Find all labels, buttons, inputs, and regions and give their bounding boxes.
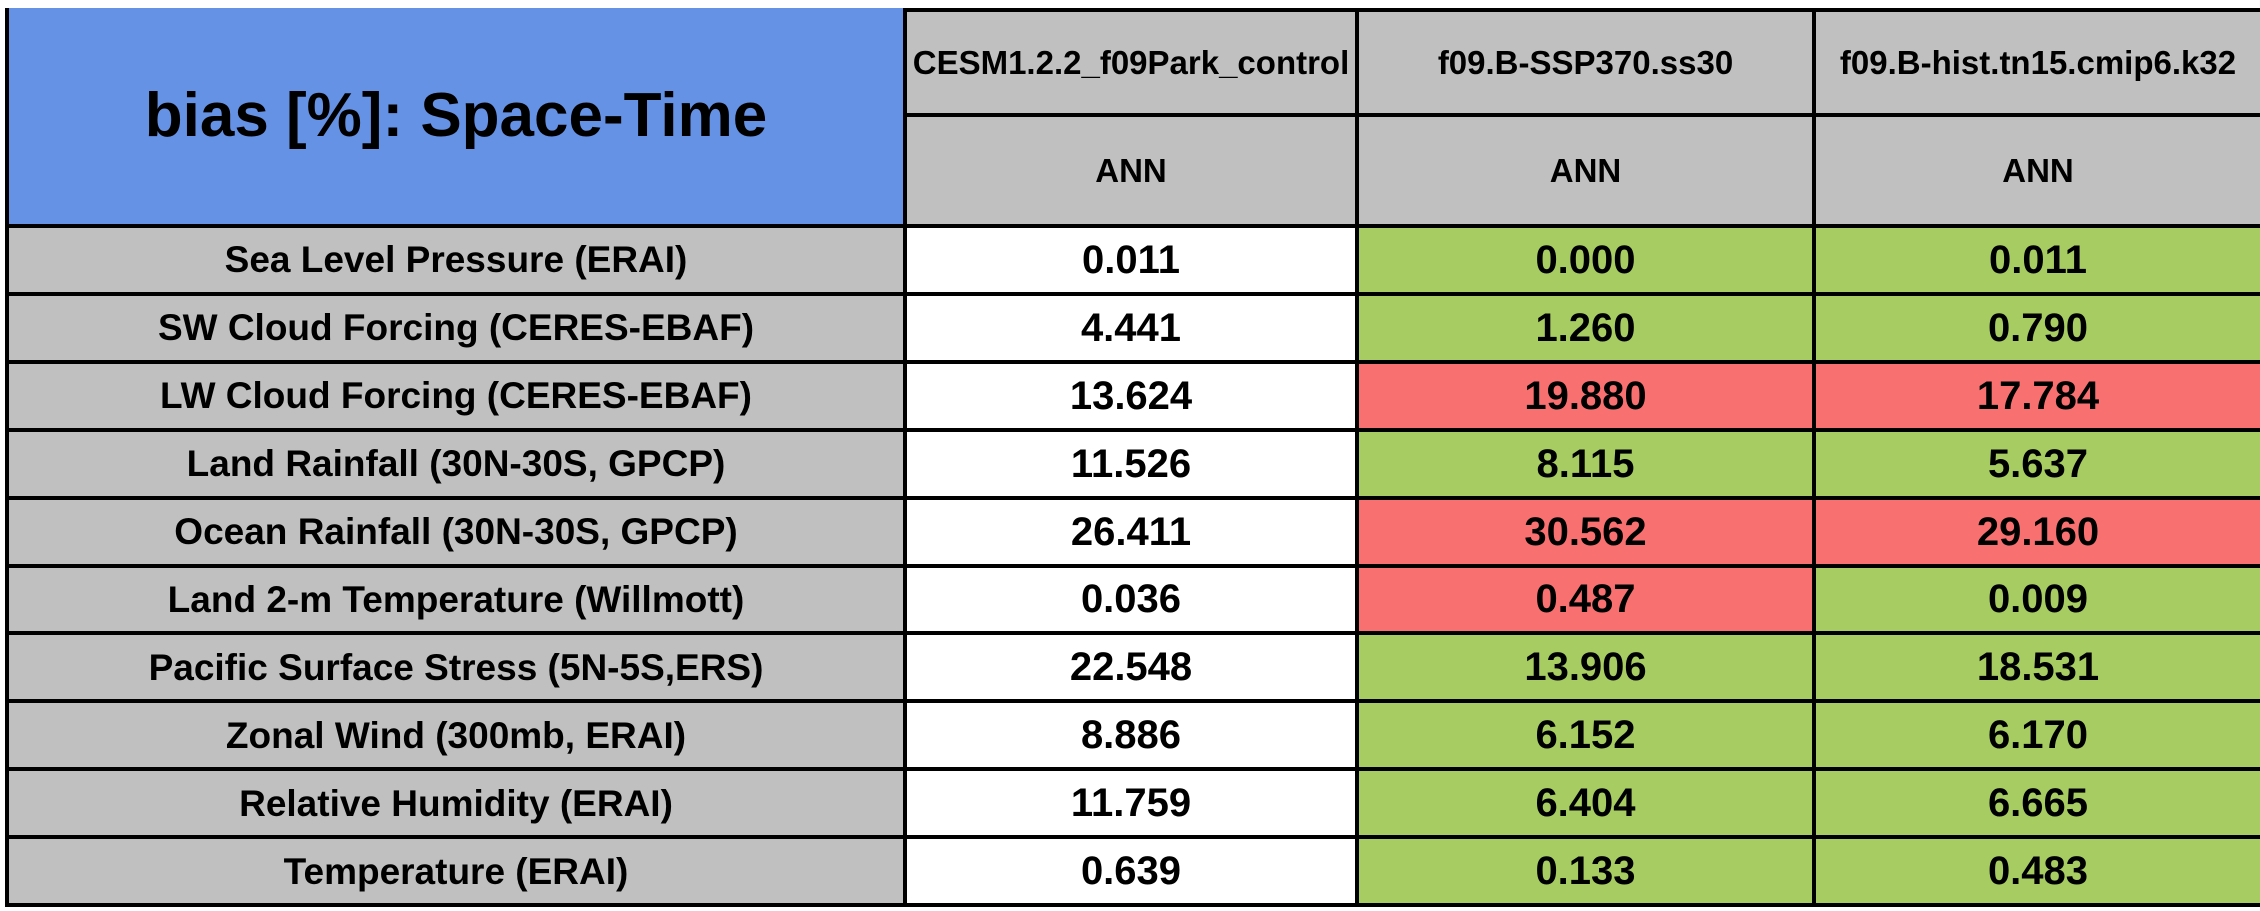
column-header-model-3: f09.B-hist.tn15.cmip6.k32: [1816, 8, 2260, 117]
value-cell: 11.759: [907, 771, 1359, 840]
season-subheader-3-label: ANN: [2002, 152, 2074, 189]
season-subheader-1: ANN: [907, 117, 1359, 228]
season-subheader-2-label: ANN: [1549, 152, 1622, 189]
row-label: Ocean Rainfall (30N-30S, GPCP): [9, 499, 907, 568]
value-cell: 6.170: [1816, 703, 2260, 772]
value-cell: 0.639: [907, 839, 1359, 907]
column-header-model-1: CESM1.2.2_f09Park_control: [907, 8, 1359, 117]
season-subheader-3: ANN: [1816, 117, 2260, 228]
value-cell: 0.009: [1816, 567, 2260, 636]
value-cell: 0.133: [1359, 839, 1816, 907]
value-cell: 0.000: [1359, 228, 1816, 296]
table-title-cell: bias [%]: Space-Time: [9, 8, 907, 228]
row-label: LW Cloud Forcing (CERES-EBAF): [9, 363, 907, 432]
value-cell: 0.487: [1359, 567, 1816, 636]
value-cell: 6.404: [1359, 771, 1816, 840]
value-cell: 8.886: [907, 703, 1359, 772]
value-cell: 0.483: [1816, 839, 2260, 907]
value-cell: 13.624: [907, 363, 1359, 432]
value-cell: 0.011: [1816, 228, 2260, 296]
value-cell: 5.637: [1816, 431, 2260, 500]
row-label: Relative Humidity (ERAI): [9, 771, 907, 840]
column-header-model-2-label: f09.B-SSP370.ss30: [1437, 44, 1734, 81]
column-header-model-3-label: f09.B-hist.tn15.cmip6.k32: [1839, 44, 2237, 81]
season-subheader-2: ANN: [1359, 117, 1816, 228]
value-cell: 6.152: [1359, 703, 1816, 772]
value-cell: 26.411: [907, 499, 1359, 568]
value-cell: 11.526: [907, 431, 1359, 500]
season-subheader-1-label: ANN: [1095, 152, 1167, 189]
value-cell: 0.011: [907, 228, 1359, 296]
value-cell: 22.548: [907, 635, 1359, 704]
row-label: Land 2-m Temperature (Willmott): [9, 567, 907, 636]
value-cell: 0.790: [1816, 295, 2260, 364]
row-label: Land Rainfall (30N-30S, GPCP): [9, 431, 907, 500]
row-label: Pacific Surface Stress (5N-5S,ERS): [9, 635, 907, 704]
row-label: Temperature (ERAI): [9, 839, 907, 907]
value-cell: 6.665: [1816, 771, 2260, 840]
row-label: Zonal Wind (300mb, ERAI): [9, 703, 907, 772]
value-cell: 29.160: [1816, 499, 2260, 568]
value-cell: 4.441: [907, 295, 1359, 364]
value-cell: 18.531: [1816, 635, 2260, 704]
value-cell: 13.906: [1359, 635, 1816, 704]
value-cell: 17.784: [1816, 363, 2260, 432]
row-label: Sea Level Pressure (ERAI): [9, 228, 907, 296]
page-title: bias [%]: Space-Time: [144, 81, 768, 150]
value-cell: 0.036: [907, 567, 1359, 636]
value-cell: 30.562: [1359, 499, 1816, 568]
value-cell: 19.880: [1359, 363, 1816, 432]
column-header-model-1-label: CESM1.2.2_f09Park_control: [912, 44, 1350, 81]
column-header-model-2: f09.B-SSP370.ss30: [1359, 8, 1816, 117]
value-cell: 8.115: [1359, 431, 1816, 500]
row-label: SW Cloud Forcing (CERES-EBAF): [9, 295, 907, 364]
value-cell: 1.260: [1359, 295, 1816, 364]
bias-table: bias [%]: Space-Time CESM1.2.2_f09Park_c…: [5, 8, 2260, 907]
